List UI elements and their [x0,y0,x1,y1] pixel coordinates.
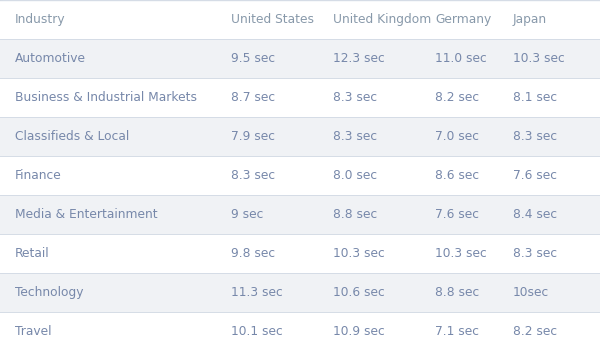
Text: 8.3 sec: 8.3 sec [513,130,557,143]
Text: 10sec: 10sec [513,286,549,299]
FancyBboxPatch shape [0,273,600,312]
Text: Japan: Japan [513,13,547,26]
Text: 7.9 sec: 7.9 sec [231,130,275,143]
Text: Business & Industrial Markets: Business & Industrial Markets [15,91,197,104]
Text: 10.9 sec: 10.9 sec [333,325,385,338]
FancyBboxPatch shape [0,234,600,273]
Text: 7.1 sec: 7.1 sec [435,325,479,338]
FancyBboxPatch shape [0,195,600,234]
FancyBboxPatch shape [0,117,600,156]
Text: 8.3 sec: 8.3 sec [333,130,377,143]
Text: United Kingdom: United Kingdom [333,13,431,26]
Text: 9 sec: 9 sec [231,208,263,221]
Text: 8.0 sec: 8.0 sec [333,169,377,182]
Text: 10.6 sec: 10.6 sec [333,286,385,299]
Text: 8.3 sec: 8.3 sec [513,247,557,260]
FancyBboxPatch shape [0,156,600,195]
Text: Travel: Travel [15,325,52,338]
Text: Classifieds & Local: Classifieds & Local [15,130,129,143]
Text: 9.8 sec: 9.8 sec [231,247,275,260]
Text: 8.3 sec: 8.3 sec [231,169,275,182]
Text: Retail: Retail [15,247,50,260]
Text: 10.3 sec: 10.3 sec [333,247,385,260]
Text: 8.6 sec: 8.6 sec [435,169,479,182]
Text: 8.3 sec: 8.3 sec [333,91,377,104]
Text: Finance: Finance [15,169,62,182]
Text: 11.3 sec: 11.3 sec [231,286,283,299]
Text: 10.3 sec: 10.3 sec [513,52,565,65]
Text: 8.2 sec: 8.2 sec [513,325,557,338]
Text: 8.8 sec: 8.8 sec [333,208,377,221]
Text: Germany: Germany [435,13,491,26]
FancyBboxPatch shape [0,312,600,351]
Text: 10.3 sec: 10.3 sec [435,247,487,260]
FancyBboxPatch shape [0,39,600,78]
Text: Technology: Technology [15,286,83,299]
Text: 9.5 sec: 9.5 sec [231,52,275,65]
Text: 7.6 sec: 7.6 sec [435,208,479,221]
Text: 10.1 sec: 10.1 sec [231,325,283,338]
Text: 11.0 sec: 11.0 sec [435,52,487,65]
Text: 8.2 sec: 8.2 sec [435,91,479,104]
Text: United States: United States [231,13,314,26]
FancyBboxPatch shape [0,78,600,117]
Text: 8.8 sec: 8.8 sec [435,286,479,299]
FancyBboxPatch shape [0,0,600,39]
Text: 7.6 sec: 7.6 sec [513,169,557,182]
Text: 8.1 sec: 8.1 sec [513,91,557,104]
Text: Industry: Industry [15,13,65,26]
Text: Media & Entertainment: Media & Entertainment [15,208,158,221]
Text: 12.3 sec: 12.3 sec [333,52,385,65]
Text: 8.7 sec: 8.7 sec [231,91,275,104]
Text: 8.4 sec: 8.4 sec [513,208,557,221]
Text: 7.0 sec: 7.0 sec [435,130,479,143]
Text: Automotive: Automotive [15,52,86,65]
